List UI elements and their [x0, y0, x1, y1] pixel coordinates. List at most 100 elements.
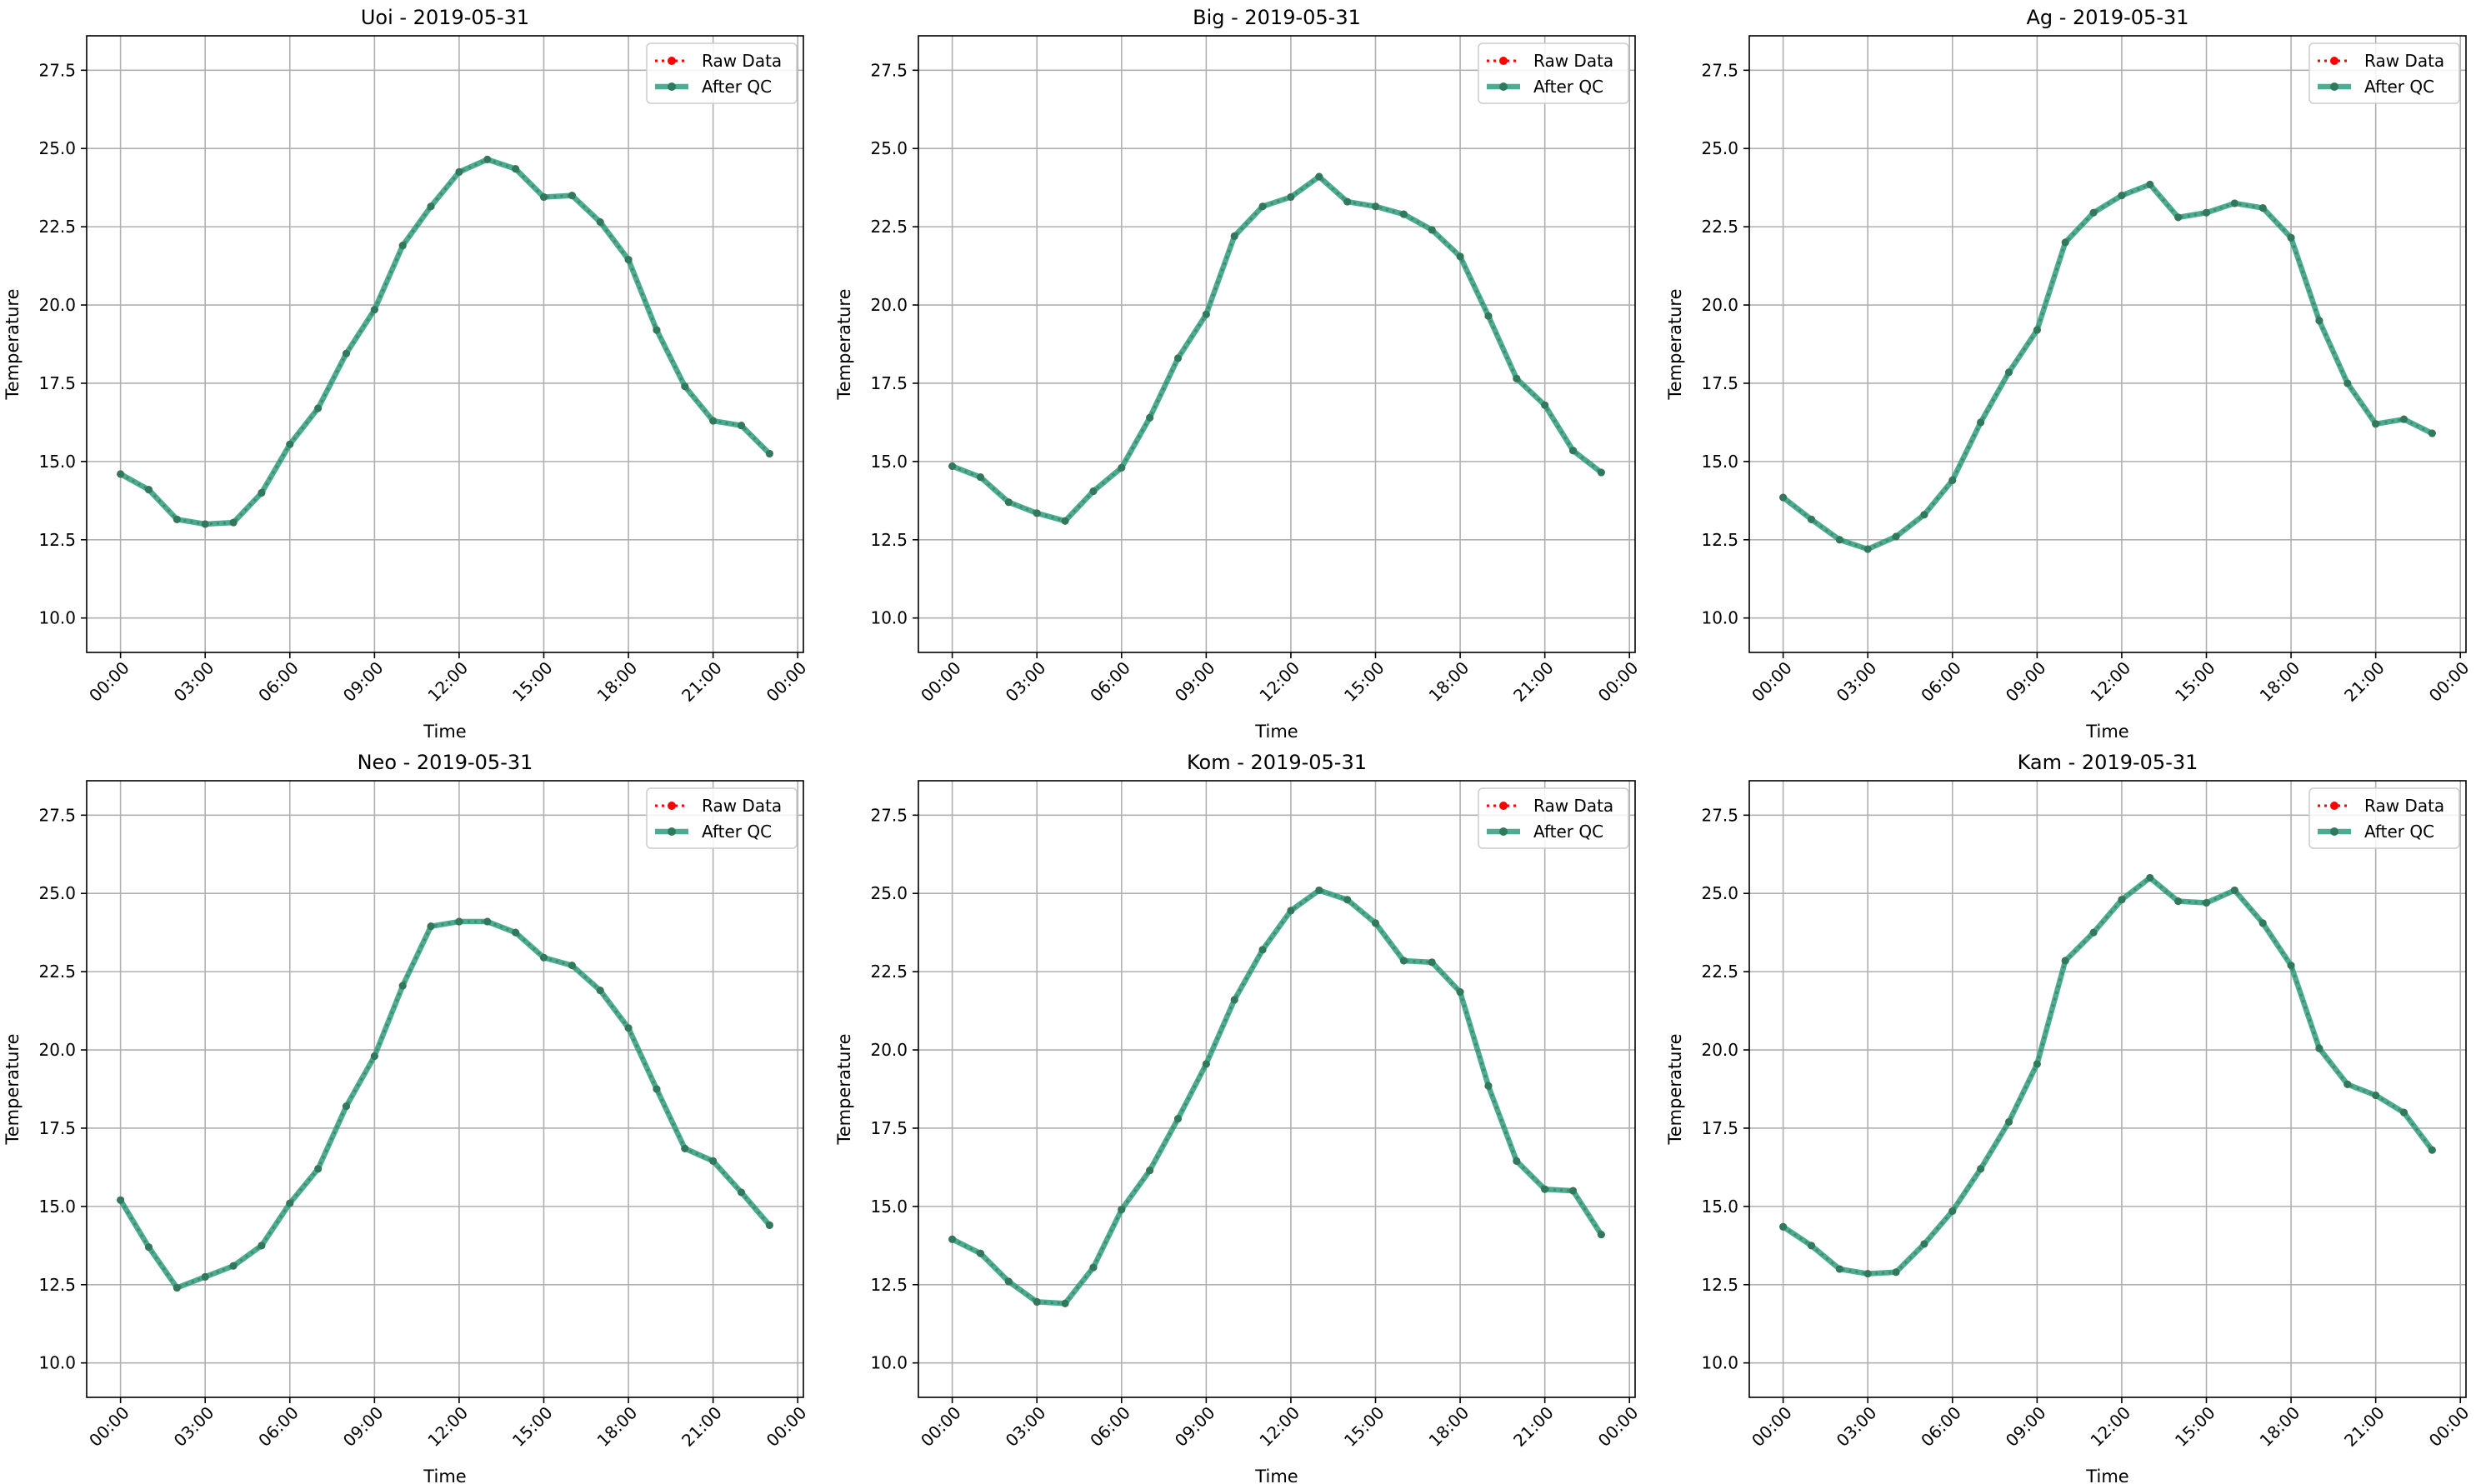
after-qc-point [2428, 1146, 2436, 1154]
after-qc-point [1597, 1231, 1605, 1239]
after-qc-point [2033, 326, 2041, 334]
after-qc-point [455, 917, 463, 926]
x-tick-label: 06:00 [1086, 657, 1134, 706]
y-tick-label: 22.5 [1701, 217, 1738, 237]
after-qc-point [1835, 536, 1843, 544]
after-qc-point [1061, 1299, 1069, 1307]
after-qc-point [398, 242, 407, 250]
x-tick-label: 06:00 [1917, 1402, 1965, 1451]
x-axis-label: Time [423, 722, 466, 742]
after-qc-point [1173, 1115, 1182, 1123]
after-qc-point [229, 518, 238, 527]
x-tick-label: 18:00 [2256, 1402, 2304, 1451]
x-tick-label: 03:00 [170, 657, 218, 706]
after-qc-point [1541, 401, 1549, 409]
y-axis-label: Temperature [3, 288, 23, 400]
legend: Raw Data After QC [1478, 787, 1629, 849]
chart-panel: 10.0 12.5 15.0 17.5 20.0 22.5 25.0 27.5 00:00 03:… [1665, 751, 2473, 1484]
plot-frame [86, 780, 804, 1398]
x-tick-label: 00:00 [1594, 1402, 1643, 1451]
after-qc-point [2033, 1060, 2041, 1068]
x-tick-label: 21:00 [678, 657, 726, 706]
after-qc-point [2203, 898, 2211, 907]
after-qc-point [1920, 511, 1928, 519]
after-qc-point [314, 1165, 323, 1173]
x-tick-label: 00:00 [1748, 1402, 1796, 1451]
after-qc-point [1779, 1222, 1788, 1231]
y-tick-label: 22.5 [870, 217, 908, 237]
legend-raw-marker [668, 802, 676, 810]
y-tick-label: 25.0 [38, 138, 76, 158]
after-qc-point [455, 167, 463, 176]
y-tick-label: 10.0 [870, 1353, 908, 1373]
after-qc-point [976, 1249, 984, 1257]
after-qc-point [2315, 1044, 2323, 1052]
x-tick-label: 18:00 [593, 1402, 642, 1451]
y-tick-label: 22.5 [1701, 962, 1738, 982]
after-qc-point [483, 917, 492, 926]
after-qc-point [596, 218, 604, 227]
y-tick-label: 27.5 [1701, 60, 1738, 80]
after-qc-point [173, 515, 181, 523]
y-tick-label: 17.5 [870, 373, 908, 393]
x-tick-label: 12:00 [2086, 657, 2134, 706]
after-qc-point [709, 1157, 718, 1165]
after-qc-point [1779, 493, 1788, 502]
after-qc-point [1977, 418, 1985, 427]
after-qc-point [1004, 1277, 1013, 1286]
x-tick-label: 00:00 [1594, 657, 1643, 706]
after-qc-point [540, 192, 548, 201]
after-qc-point [201, 1272, 209, 1281]
after-qc-point [624, 256, 633, 264]
y-tick-label: 12.5 [38, 1275, 76, 1295]
legend-qc-marker [2330, 827, 2338, 836]
y-tick-label: 25.0 [1701, 883, 1738, 903]
after-qc-point [2146, 180, 2154, 188]
after-qc-point [1146, 1167, 1154, 1175]
y-tick-label: 10.0 [870, 608, 908, 628]
after-qc-point [1258, 946, 1267, 954]
x-tick-label: 03:00 [1002, 657, 1050, 706]
plot-frame [918, 35, 1636, 653]
x-tick-label: 09:00 [2002, 657, 2050, 706]
after-qc-point [1202, 1060, 1210, 1068]
x-tick-label: 18:00 [1425, 1402, 1473, 1451]
x-tick-label: 00:00 [1748, 657, 1796, 706]
after-qc-line [951, 173, 1603, 524]
x-tick-label: 21:00 [1509, 657, 1558, 706]
after-qc-point [1977, 1165, 1985, 1173]
x-axis-label: Time [1254, 722, 1298, 742]
y-tick-label: 27.5 [1701, 805, 1738, 825]
chart-title: Ag - 2019-05-31 [2026, 6, 2188, 29]
after-qc-point [1146, 413, 1154, 422]
after-qc-point [738, 422, 746, 430]
after-qc-point [1807, 515, 1815, 523]
x-axis-label: Time [1254, 1467, 1298, 1484]
after-qc-point [2089, 928, 2098, 937]
x-tick-label: 00:00 [2425, 1402, 2473, 1451]
x-tick-label: 21:00 [2340, 657, 2388, 706]
y-tick-label: 10.0 [38, 608, 76, 628]
y-tick-label: 15.0 [1701, 452, 1738, 472]
after-qc-point [2287, 962, 2295, 970]
x-tick-label: 03:00 [1833, 1402, 1881, 1451]
y-tick-label: 17.5 [38, 373, 76, 393]
after-qc-point [1033, 509, 1041, 517]
legend-label-qc: After QC [2364, 822, 2434, 842]
x-tick-label: 18:00 [593, 657, 642, 706]
after-qc-point [1892, 532, 1900, 541]
y-axis-label: Temperature [1665, 288, 1685, 400]
y-tick-label: 27.5 [38, 60, 76, 80]
after-qc-line [951, 887, 1604, 1307]
after-qc-point [1287, 192, 1295, 201]
after-qc-point [1920, 1240, 1928, 1248]
after-qc-point [1863, 1270, 1872, 1278]
legend: Raw Data After QC [1478, 42, 1629, 104]
after-qc-point [2004, 368, 2013, 377]
after-qc-point [1513, 1157, 1521, 1165]
plot-frame [918, 780, 1636, 1398]
after-qc-point [2343, 1080, 2352, 1088]
after-qc-point [653, 326, 661, 334]
after-qc-point [1541, 1185, 1549, 1193]
after-qc-point [1230, 996, 1238, 1004]
